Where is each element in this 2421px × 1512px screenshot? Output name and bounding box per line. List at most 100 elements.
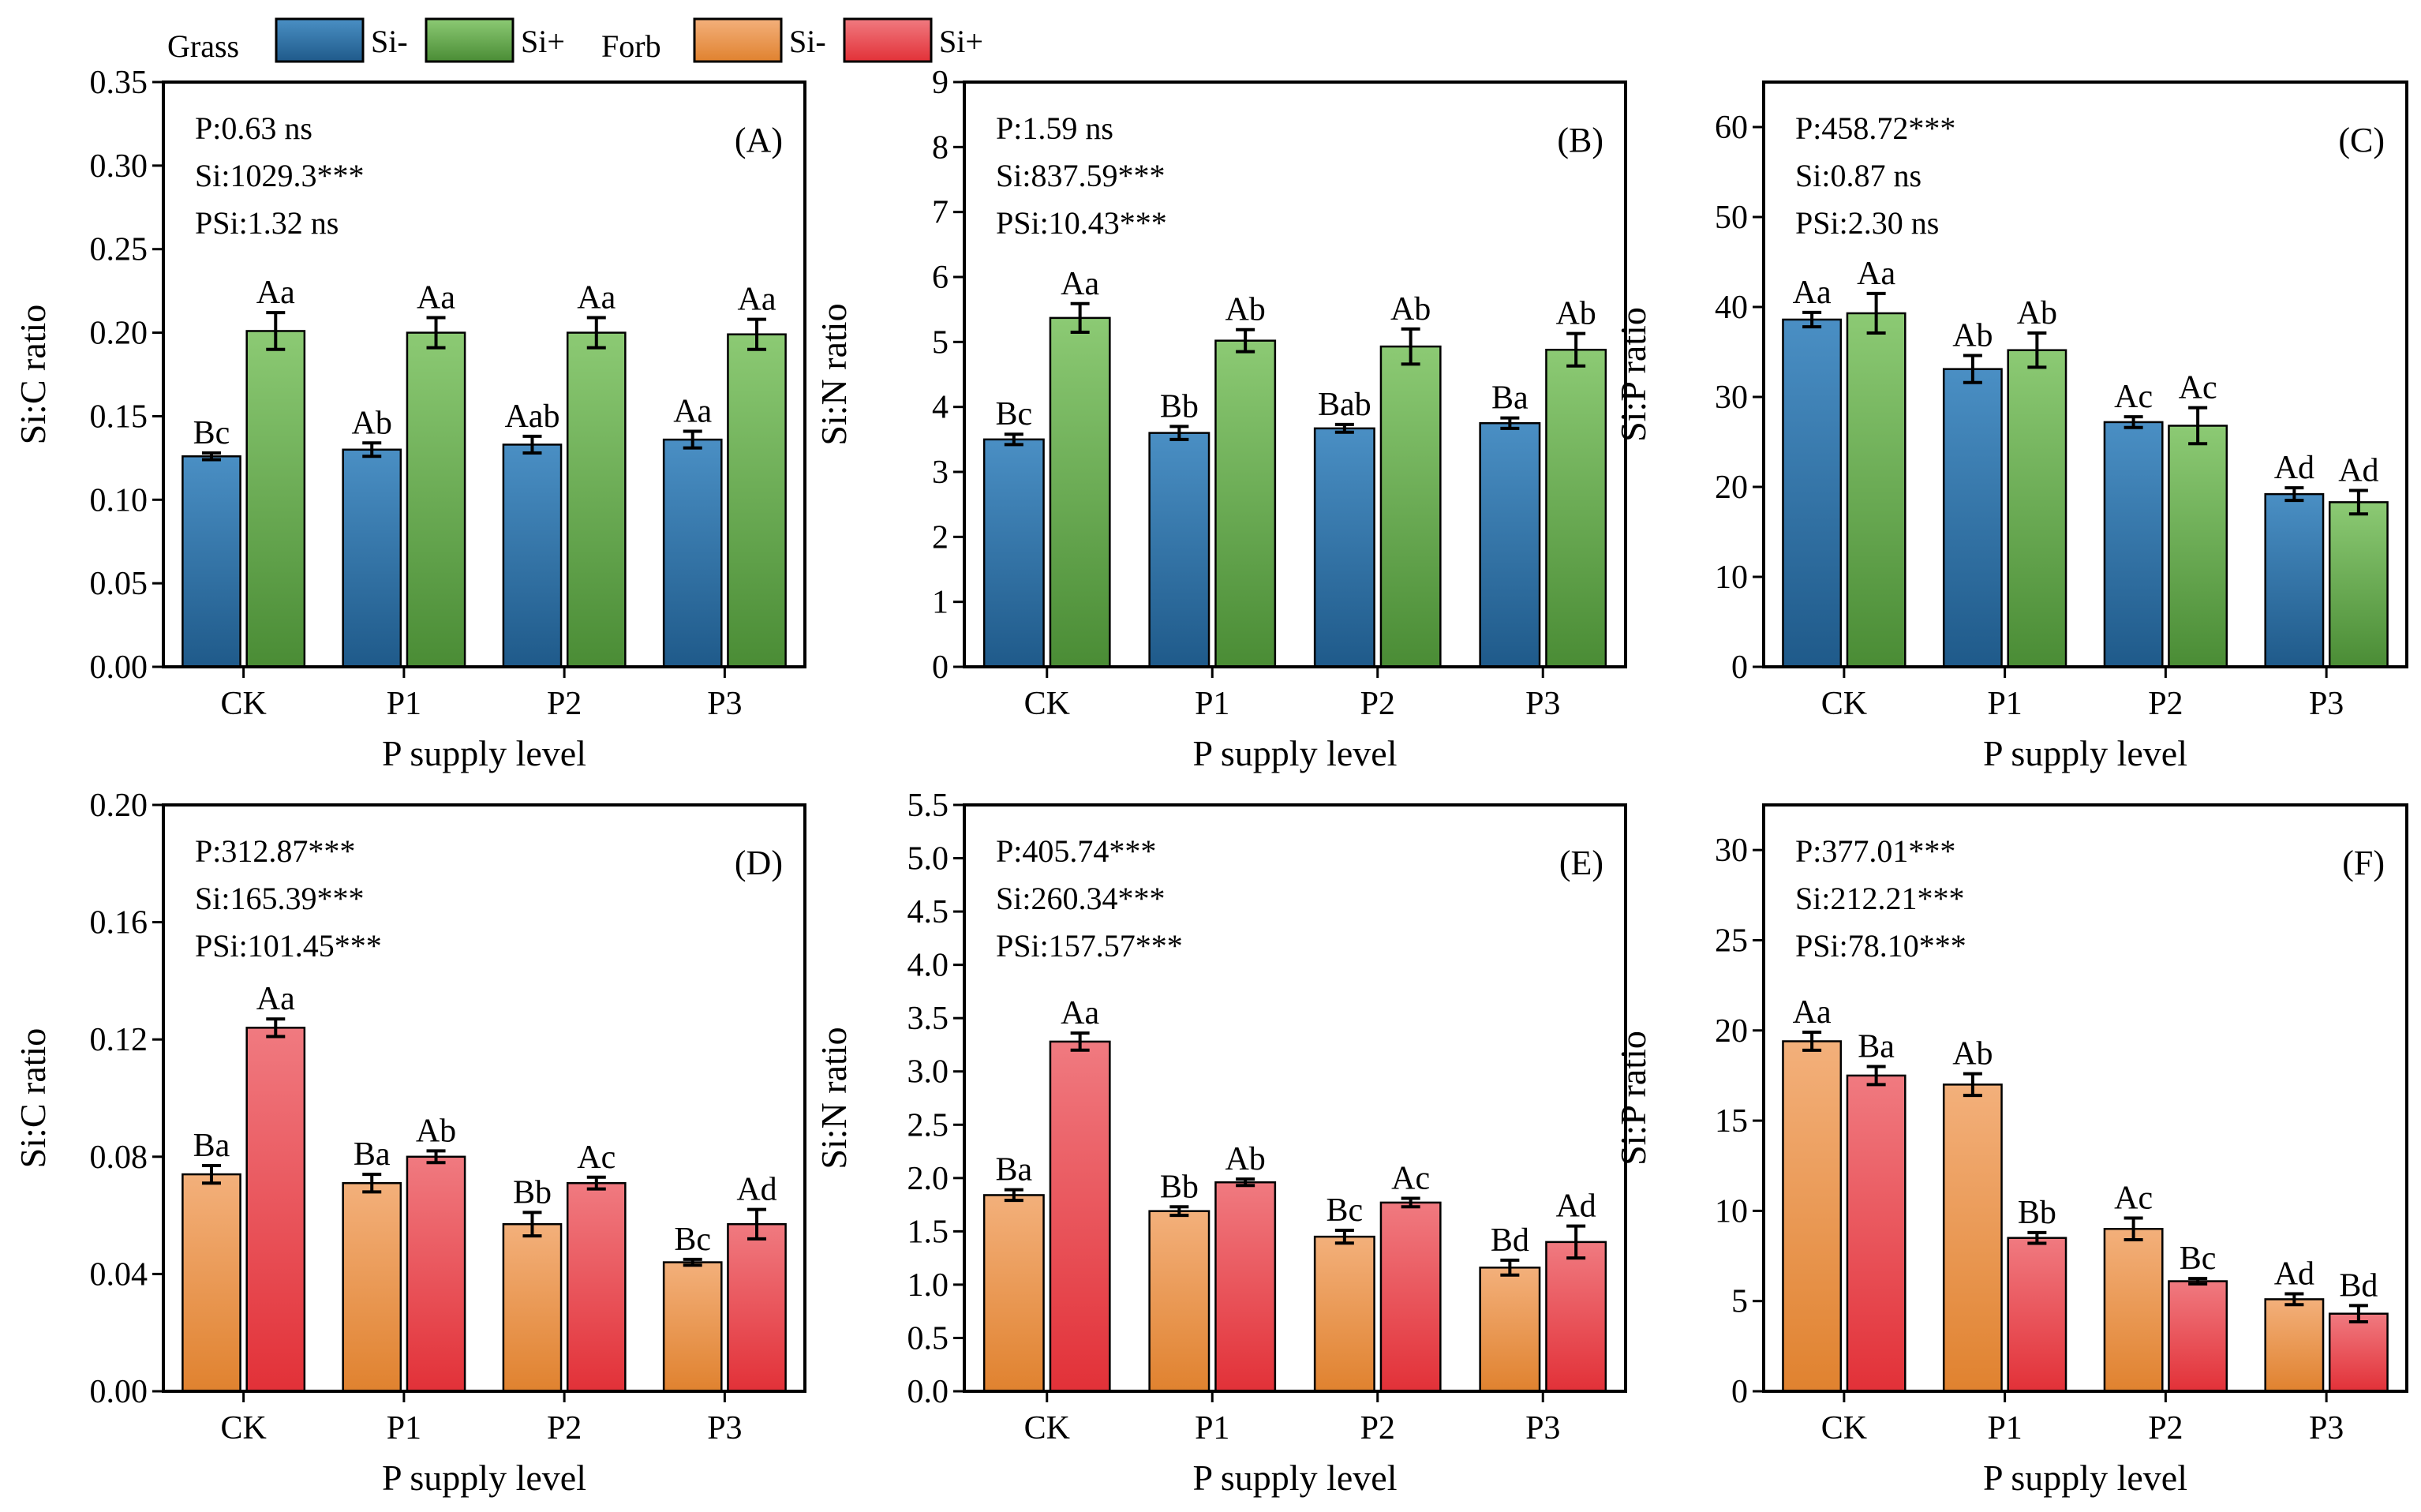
y-tick-label: 5.5 bbox=[907, 788, 949, 824]
bar bbox=[1148, 1210, 1210, 1393]
panel-label: (F) bbox=[2342, 844, 2385, 882]
y-tick-label: 30 bbox=[1715, 380, 1748, 416]
significance-letter: Ac bbox=[2114, 379, 2153, 415]
plot-frame bbox=[963, 80, 1627, 668]
bar bbox=[502, 1222, 563, 1393]
bar bbox=[1049, 1040, 1111, 1393]
legend-grass-si-minus-label: Si- bbox=[371, 24, 408, 59]
x-axis-label: P supply level bbox=[1193, 1458, 1398, 1498]
significance-letter: Bab bbox=[1318, 387, 1371, 423]
significance-letter: Ab bbox=[1952, 1036, 1993, 1072]
significance-letter: Bb bbox=[1160, 388, 1199, 425]
bar bbox=[727, 333, 787, 668]
stat-line: PSi:101.45*** bbox=[195, 928, 382, 964]
significance-letter: Ab bbox=[1390, 291, 1431, 327]
bar bbox=[662, 1261, 723, 1393]
x-tick-label: P1 bbox=[1987, 686, 2022, 722]
bar bbox=[181, 455, 241, 668]
x-tick-label: CK bbox=[220, 1410, 266, 1447]
y-tick-label: 3.0 bbox=[907, 1054, 949, 1091]
stat-line: PSi:10.43*** bbox=[996, 205, 1167, 241]
significance-letter: Ba bbox=[1858, 1028, 1895, 1065]
y-tick-label: 3.5 bbox=[907, 1001, 949, 1037]
plot-frame bbox=[1762, 80, 2408, 668]
y-tick-label: 0.30 bbox=[90, 148, 148, 185]
y-tick-label: 0.12 bbox=[90, 1022, 148, 1058]
y-axis-label: Si:N ratio bbox=[814, 303, 854, 445]
legend: Grass Si- Si+ Forb Si- Si+ bbox=[167, 17, 983, 64]
bar bbox=[1313, 427, 1375, 668]
bar bbox=[1846, 1074, 1906, 1393]
stat-line: PSi:157.57*** bbox=[996, 928, 1183, 964]
y-tick-label: 5 bbox=[1731, 1284, 1748, 1320]
bar bbox=[245, 330, 306, 668]
stat-line: PSi:2.30 ns bbox=[1795, 205, 1939, 241]
significance-letter: Aa bbox=[1857, 256, 1895, 292]
stat-line: PSi:1.32 ns bbox=[195, 205, 339, 241]
y-tick-label: 0.20 bbox=[90, 316, 148, 352]
bar bbox=[1214, 1181, 1277, 1393]
x-tick-label: CK bbox=[1821, 686, 1867, 722]
legend-swatch-forb-si-plus bbox=[843, 17, 933, 63]
significance-letter: Ab bbox=[1555, 296, 1596, 332]
x-tick-label: P1 bbox=[1195, 686, 1229, 722]
x-tick-label: P3 bbox=[2309, 686, 2344, 722]
panel-label: (A) bbox=[735, 121, 783, 159]
y-axis-label: Si:C ratio bbox=[13, 305, 53, 445]
x-tick-label: P1 bbox=[1195, 1410, 1229, 1447]
significance-letter: Ba bbox=[193, 1128, 230, 1164]
x-tick-label: P2 bbox=[547, 686, 582, 722]
plot-frame bbox=[963, 803, 1627, 1393]
significance-letter: Bb bbox=[513, 1174, 552, 1211]
y-tick-label: 0 bbox=[1731, 649, 1748, 686]
y-tick-label: 0.35 bbox=[90, 65, 148, 101]
significance-letter: Bc bbox=[193, 415, 230, 451]
significance-letter: Bd bbox=[2339, 1267, 2378, 1304]
y-tick-label: 1.0 bbox=[907, 1267, 949, 1304]
stat-line: P:405.74*** bbox=[996, 833, 1156, 869]
bar bbox=[1313, 1235, 1375, 1393]
y-tick-label: 20 bbox=[1715, 1013, 1748, 1050]
y-tick-label: 10 bbox=[1715, 560, 1748, 596]
legend-swatch-forb-si-minus bbox=[693, 17, 783, 63]
panel-label: (C) bbox=[2338, 121, 2385, 159]
y-tick-label: 2 bbox=[932, 519, 949, 556]
stat-line: P:377.01*** bbox=[1795, 833, 1955, 869]
significance-letter: Ab bbox=[1225, 292, 1265, 328]
significance-letter: Ba bbox=[354, 1136, 391, 1173]
significance-letter: Aa bbox=[256, 275, 295, 311]
bar bbox=[2264, 492, 2325, 668]
significance-letter: Aa bbox=[738, 282, 776, 318]
bar bbox=[1379, 345, 1442, 668]
bar bbox=[2007, 349, 2067, 668]
y-tick-label: 7 bbox=[932, 195, 949, 231]
significance-letter: Ad bbox=[1555, 1188, 1596, 1225]
significance-letter: Aa bbox=[1061, 995, 1099, 1031]
x-tick-label: P1 bbox=[387, 1410, 421, 1447]
significance-letter: Ac bbox=[577, 1140, 616, 1176]
bar bbox=[1148, 432, 1210, 668]
y-tick-label: 0 bbox=[1731, 1374, 1748, 1410]
y-axis-label: Si:P ratio bbox=[1613, 307, 1653, 442]
significance-letter: Bb bbox=[1160, 1169, 1199, 1205]
y-axis-label: Si:C ratio bbox=[13, 1028, 53, 1169]
y-tick-label: 0.25 bbox=[90, 232, 148, 268]
x-axis-label: P supply level bbox=[1193, 733, 1398, 773]
y-tick-label: 1.5 bbox=[907, 1214, 949, 1250]
panel-label: (B) bbox=[1557, 121, 1603, 159]
legend-forb-si-plus-label: Si+ bbox=[939, 24, 983, 59]
significance-letter: Aa bbox=[417, 280, 455, 316]
x-tick-label: P2 bbox=[1360, 686, 1395, 722]
y-tick-label: 0.05 bbox=[90, 566, 148, 602]
bar bbox=[1942, 1083, 2003, 1393]
x-tick-label: CK bbox=[1024, 1410, 1070, 1447]
y-tick-label: 0 bbox=[932, 649, 949, 686]
significance-letter: Aa bbox=[256, 981, 295, 1017]
significance-letter: Aa bbox=[1793, 994, 1832, 1031]
bar bbox=[2103, 1227, 2164, 1393]
stat-line: Si:1029.3*** bbox=[195, 158, 364, 193]
y-tick-label: 5.0 bbox=[907, 841, 949, 878]
x-tick-label: CK bbox=[220, 686, 266, 722]
significance-letter: Bd bbox=[1491, 1222, 1529, 1259]
